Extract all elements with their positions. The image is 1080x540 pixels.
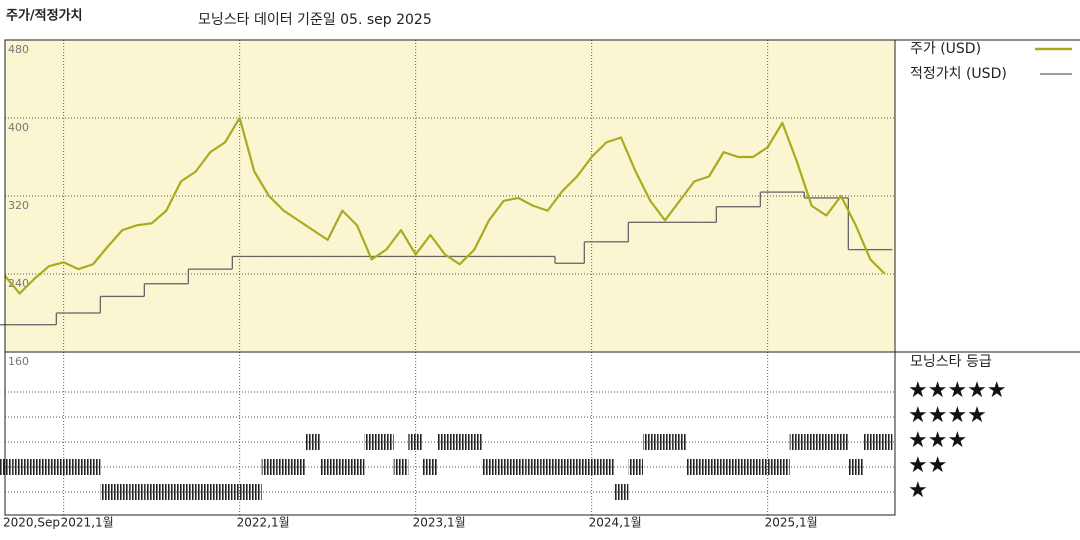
rating-bar: [71, 459, 86, 475]
rating-bar: [188, 484, 203, 500]
rating-bar: [56, 459, 71, 475]
rating-bar: [393, 459, 409, 475]
rating-bar: [657, 434, 673, 450]
rating-bar: [687, 459, 702, 475]
rating-bar: [203, 484, 218, 500]
price-line: [4, 116, 886, 295]
rating-bar: [833, 434, 849, 450]
rating-bar: [672, 434, 687, 450]
rating-bar: [349, 459, 365, 475]
rating-bar: [159, 484, 174, 500]
rating-bar: [291, 459, 306, 475]
rating-label: ★: [908, 478, 928, 503]
rating-bar: [863, 434, 878, 450]
rating-bar: [85, 459, 101, 475]
rating-bar: [41, 459, 57, 475]
rating-bar: [0, 459, 13, 475]
rating-bar: [731, 459, 746, 475]
plot-frame: [4, 39, 896, 516]
rating-bar: [716, 459, 731, 475]
chart-title: 주가/적정가치: [6, 8, 83, 24]
rating-bar: [173, 484, 189, 500]
rating-bar: [804, 434, 819, 450]
rating-bar: [555, 459, 570, 475]
legend-label: 주가 (USD): [910, 41, 981, 57]
rating-bar: [247, 484, 262, 500]
rating-bar: [27, 459, 42, 475]
x-tick-label: 2025,1월: [765, 516, 818, 530]
rating-bar: [144, 484, 159, 500]
x-tick-label: 2024,1월: [589, 516, 642, 530]
rating-label: ★★: [908, 453, 947, 478]
rating-bar: [569, 459, 585, 475]
rating-bar: [232, 484, 247, 500]
rating-bar: [305, 434, 321, 450]
rating-label: ★★★: [908, 428, 967, 453]
rating-bar: [643, 434, 658, 450]
rating-bar: [100, 484, 115, 500]
rating-bar: [12, 459, 27, 475]
rating-bar: [217, 484, 233, 500]
rating-bar: [628, 459, 643, 475]
rating-bar: [789, 434, 805, 450]
y-tick-label: 480: [8, 43, 29, 56]
x-tick-label: 2021,1월: [61, 516, 114, 530]
rating-bar: [496, 459, 511, 475]
y-tick-label: 160: [8, 355, 29, 368]
y-tick-label: 400: [8, 121, 29, 134]
rating-bar: [364, 434, 379, 450]
rating-bar: [877, 434, 893, 450]
rating-label: ★★★★★: [908, 378, 1007, 403]
rating-bar: [335, 459, 350, 475]
rating-bar: [320, 459, 335, 475]
rating-bar: [115, 484, 130, 500]
rating-bar: [261, 459, 277, 475]
rating-bar: [423, 459, 438, 475]
rating-bar: [775, 459, 790, 475]
rating-bar: [276, 459, 291, 475]
rating-bar: [848, 459, 863, 475]
x-tick-label: 2020,Sep: [3, 516, 60, 530]
rating-bar: [437, 434, 453, 450]
rating-bar: [701, 459, 717, 475]
rating-bar: [408, 434, 423, 450]
rating-bar: [452, 434, 467, 450]
rating-bar: [613, 484, 629, 500]
rating-bar: [745, 459, 761, 475]
x-tick-label: 2022,1월: [237, 516, 290, 530]
rating-bar: [540, 459, 555, 475]
rating-bar: [525, 459, 541, 475]
rating-bar: [467, 434, 482, 450]
rating-label: ★★★★: [908, 403, 987, 428]
legend-label: 적정가치 (USD): [910, 66, 1007, 82]
rating-bar: [584, 459, 599, 475]
rating-bar: [129, 484, 145, 500]
rating-bar: [760, 459, 775, 475]
chart-subtitle: 모닝스타 데이터 기준일 05. sep 2025: [198, 12, 432, 28]
rating-bar: [819, 434, 834, 450]
rating-bar: [379, 434, 394, 450]
rating-bar: [481, 459, 497, 475]
rating-title: 모닝스타 등급: [910, 354, 992, 370]
rating-bar: [511, 459, 526, 475]
x-tick-label: 2023,1월: [413, 516, 466, 530]
rating-bar: [599, 459, 614, 475]
y-tick-label: 320: [8, 199, 29, 212]
